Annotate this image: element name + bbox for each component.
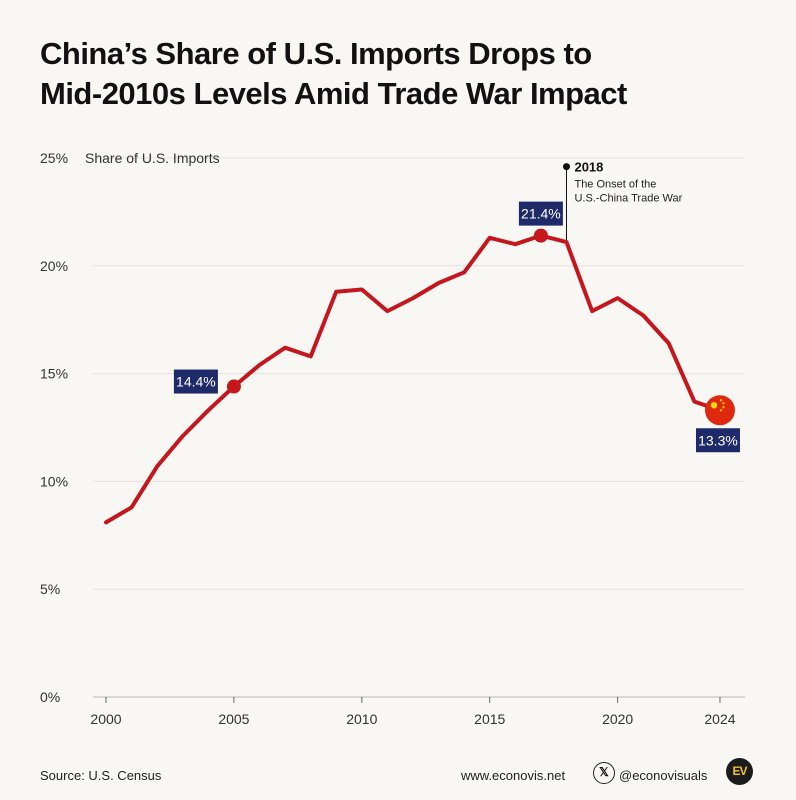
flag-star [719, 399, 723, 402]
line-chart: 0% 5% 10% 15% 20% 25% Share of U.S. Imports 200… [40, 150, 745, 727]
data-label: 21.4% [518, 201, 563, 226]
series-line [104, 233, 722, 525]
x-tick-label: 2020 [602, 711, 633, 727]
highlight-point [533, 228, 548, 243]
flag-star [719, 409, 723, 412]
x-tick-label: 2015 [474, 711, 505, 727]
data-label-box [695, 428, 740, 453]
y-tick-label: 20% [40, 258, 68, 274]
y-tick-label: 10% [40, 473, 68, 489]
data-label-text: 21.4% [521, 206, 561, 222]
econovis-logo: EV [726, 758, 753, 785]
y-tick-label: 25% [40, 150, 68, 166]
source-label: Source: U.S. Census [40, 768, 162, 783]
annotation-dot [562, 163, 570, 171]
data-label-text: 14.4% [176, 374, 216, 390]
website-link[interactable]: www.econovis.net [461, 768, 566, 783]
china-flag-marker [704, 395, 735, 426]
annotation-text: U.S.-China Trade War [574, 193, 682, 205]
social-handle[interactable]: @econovisuals [619, 768, 708, 783]
y-axis-label: Share of U.S. Imports [85, 150, 220, 166]
x-tick-label: 2024 [704, 711, 735, 727]
chart-title: China’s Share of U.S. Imports Drops to M… [40, 34, 760, 114]
x-tick-label: 2005 [218, 711, 249, 727]
y-tick-label: 0% [40, 689, 60, 705]
data-label-text: 13.3% [698, 432, 738, 448]
flag-star [722, 406, 725, 409]
footer: Source: U.S. Census www.econovis.net 𝕏 @… [0, 754, 796, 800]
annotation-text: The Onset of the [574, 179, 656, 191]
title-line-1: China’s Share of U.S. Imports Drops to [40, 36, 592, 71]
title-line-2: Mid-2010s Levels Amid Trade War Impact [40, 76, 627, 111]
data-label: 13.3% [695, 428, 740, 453]
data-label-box [518, 201, 563, 226]
data-label-box [173, 369, 218, 394]
annotation-year: 2018 [574, 160, 603, 175]
flag-star [722, 402, 725, 405]
flag-star [710, 402, 718, 409]
y-tick-label: 15% [40, 366, 68, 382]
data-label: 14.4% [173, 369, 218, 394]
x-tick-label: 2000 [90, 711, 121, 727]
highlight-point [226, 379, 241, 394]
y-tick-label: 5% [40, 581, 60, 597]
x-social-icon[interactable]: 𝕏 [593, 762, 615, 784]
x-tick-label: 2010 [346, 711, 377, 727]
